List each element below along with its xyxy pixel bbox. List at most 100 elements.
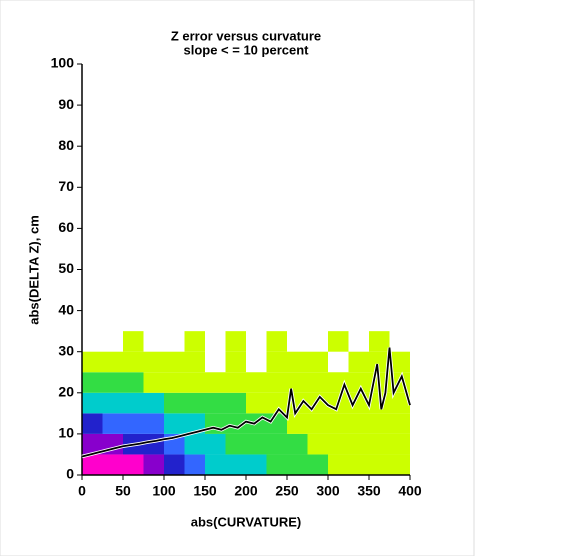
density-cell <box>287 372 308 393</box>
x-axis-label: abs(CURVATURE) <box>191 514 302 529</box>
y-tick-label: 80 <box>58 137 74 153</box>
density-cell <box>164 454 185 475</box>
density-cell <box>369 454 390 475</box>
density-cell <box>307 433 328 455</box>
density-cell <box>225 454 246 475</box>
density-cell <box>82 372 103 393</box>
density-cell <box>389 433 410 455</box>
density-cell <box>184 372 205 393</box>
density-cell <box>246 433 267 455</box>
density-cell <box>102 392 123 414</box>
density-cell <box>184 413 205 434</box>
chart-subtitle: slope < = 10 percent <box>183 42 309 57</box>
density-cell <box>123 454 144 475</box>
density-cell <box>389 351 410 373</box>
density-cell <box>348 351 369 373</box>
density-cell <box>328 454 349 475</box>
density-cell <box>389 454 410 475</box>
density-cell <box>225 413 246 434</box>
y-tick-label: 30 <box>58 342 74 358</box>
density-cell <box>143 351 164 373</box>
density-cell <box>82 433 103 455</box>
mean-line <box>81 347 411 458</box>
x-tick-label: 150 <box>193 483 217 499</box>
density-cell <box>307 454 328 475</box>
density-cell <box>328 413 349 434</box>
density-cell <box>287 351 308 373</box>
density-cell <box>82 351 103 373</box>
density-cell <box>205 433 226 455</box>
density-cell <box>184 454 205 475</box>
density-cell <box>307 413 328 434</box>
density-cell <box>143 413 164 434</box>
density-cell <box>184 433 205 455</box>
density-cell <box>205 392 226 414</box>
x-tick-label: 400 <box>398 483 422 499</box>
density-cell <box>102 413 123 434</box>
density-cell <box>164 413 185 434</box>
density-cell <box>225 372 246 393</box>
density-cell <box>225 433 246 455</box>
density-cell <box>225 351 246 373</box>
y-tick-label: 50 <box>58 260 74 276</box>
y-tick-label: 10 <box>58 425 74 441</box>
density-cell <box>307 372 328 393</box>
x-tick-label: 350 <box>357 483 381 499</box>
density-cell <box>143 372 164 393</box>
density-cell <box>225 331 246 352</box>
density-cell <box>123 413 144 434</box>
density-cell <box>82 454 103 475</box>
density-cell <box>184 331 205 352</box>
density-cell <box>348 433 369 455</box>
density-cell <box>184 392 205 414</box>
density-cell <box>123 392 144 414</box>
density-cell <box>246 372 267 393</box>
x-tick-label: 200 <box>234 483 258 499</box>
density-cell <box>123 331 144 352</box>
density-cell <box>143 392 164 414</box>
density-cell <box>287 454 308 475</box>
density-cell <box>123 372 144 393</box>
density-cell <box>348 372 369 393</box>
density-cell <box>307 351 328 373</box>
density-cell <box>266 351 287 373</box>
density-cell <box>143 454 164 475</box>
density-cell <box>225 392 246 414</box>
x-tick-label: 100 <box>152 483 176 499</box>
y-tick-label: 0 <box>66 466 74 482</box>
density-cell <box>266 331 287 352</box>
density-cell <box>102 351 123 373</box>
density-cell <box>348 413 369 434</box>
y-tick-label: 70 <box>58 178 74 194</box>
density-cell <box>328 331 349 352</box>
density-cell <box>389 392 410 414</box>
y-tick-label: 20 <box>58 384 74 400</box>
density-cell <box>266 392 287 414</box>
x-tick-label: 300 <box>316 483 340 499</box>
density-cell <box>246 454 267 475</box>
density-cell <box>369 351 390 373</box>
density-cell <box>266 433 287 455</box>
density-cell <box>82 413 103 434</box>
y-tick-label: 90 <box>58 96 74 112</box>
density-cell <box>369 413 390 434</box>
density-cell <box>287 433 308 455</box>
density-cell <box>102 454 123 475</box>
density-cell <box>82 392 103 414</box>
density-cell <box>328 433 349 455</box>
y-tick-label: 40 <box>58 301 74 317</box>
density-cell <box>266 454 287 475</box>
density-cell <box>164 351 185 373</box>
density-cell <box>348 454 369 475</box>
density-cell <box>246 392 267 414</box>
density-cell <box>369 433 390 455</box>
density-cell <box>164 392 185 414</box>
density-cell <box>123 351 144 373</box>
density-cell <box>102 372 123 393</box>
x-tick-label: 50 <box>115 483 131 499</box>
y-tick-label: 60 <box>58 219 74 235</box>
density-cell <box>205 454 226 475</box>
density-cell <box>287 413 308 434</box>
x-tick-label: 250 <box>275 483 299 499</box>
